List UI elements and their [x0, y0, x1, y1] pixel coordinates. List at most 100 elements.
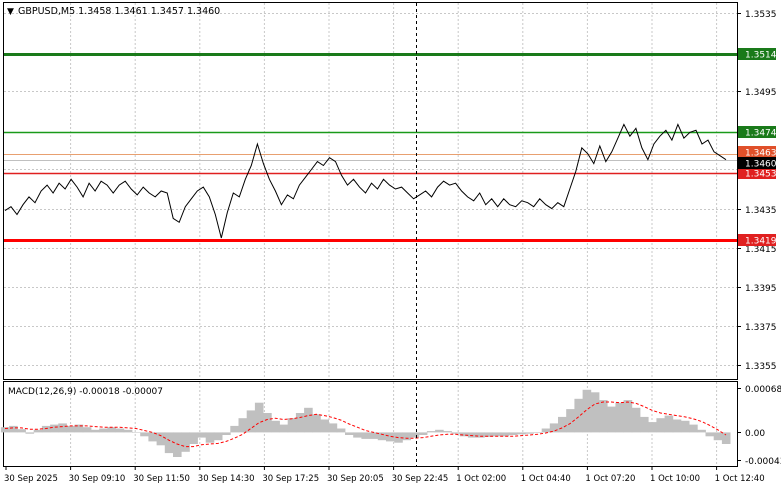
macd-histogram-bar	[459, 432, 469, 437]
macd-histogram-bar	[631, 407, 641, 433]
macd-histogram-bar	[9, 425, 18, 433]
macd-histogram-bar	[238, 418, 248, 433]
macd-histogram-bar	[590, 392, 600, 433]
price-tick-label: 1.3435	[745, 206, 777, 216]
macd-histogram-bar	[476, 432, 485, 438]
level-lines	[4, 53, 737, 242]
macd-histogram-bar	[443, 431, 452, 433]
price-axis: 1.35351.34951.34551.34351.34151.33951.33…	[737, 10, 777, 372]
price-tick-label: 1.3415	[745, 245, 777, 255]
time-tick-label: 30 Sep 09:10	[69, 474, 126, 484]
macd-signal-line	[4, 401, 727, 448]
macd-histogram-bar	[558, 416, 567, 433]
macd-histogram-bar	[721, 432, 731, 444]
macd-histogram-bar	[115, 428, 125, 433]
macd-histogram-bar	[304, 407, 313, 433]
macd-histogram-bar	[517, 432, 526, 435]
macd-histogram-bar	[123, 429, 133, 433]
price-series	[4, 123, 727, 239]
macd-histogram-bar	[82, 427, 92, 433]
macd-histogram-bar	[345, 432, 354, 435]
macd-histogram-bar	[689, 424, 698, 433]
level-price-label: 1.3514	[745, 51, 777, 61]
macd-histogram-bar	[640, 416, 649, 433]
time-tick-label: 1 Oct 07:20	[585, 474, 635, 484]
macd-histogram-bar	[680, 420, 690, 433]
macd-histogram-bar	[607, 406, 616, 433]
macd-histogram-bar	[140, 432, 149, 437]
time-tick-label: 1 Oct 02:00	[456, 474, 506, 484]
macd-histogram-bar	[320, 419, 329, 433]
price-tick-label: 1.3395	[745, 284, 777, 294]
macd-histogram-bar	[541, 428, 551, 433]
time-tick-label: 30 Sep 20:05	[327, 474, 384, 484]
macd-histogram-bar	[132, 432, 141, 433]
symbol-header: GBPUSD,M5 1.3458 1.3461 1.3457 1.3460	[18, 6, 220, 17]
macd-histogram-bar	[410, 432, 420, 438]
time-tick-label: 30 Sep 17:25	[262, 474, 319, 484]
macd-histogram-bar	[435, 429, 444, 433]
macd-histogram-bar	[91, 429, 100, 433]
macd-histogram-bar	[17, 429, 26, 433]
macd-histogram-bar	[181, 432, 190, 452]
macd-tick-label: 0.00	[745, 429, 765, 439]
orange-price-label: 1.3463	[745, 149, 777, 159]
macd-histogram-bar	[213, 432, 223, 441]
time-tick-label: 30 Sep 14:30	[198, 474, 255, 484]
macd-series	[0, 389, 731, 457]
macd-histogram-bar	[713, 432, 723, 441]
price-tick-label: 1.3355	[745, 362, 777, 372]
macd-histogram-bar	[566, 409, 575, 433]
macd-histogram-bar	[156, 432, 166, 446]
level-price-label: 1.3474	[745, 129, 777, 139]
macd-histogram-bar	[500, 432, 510, 437]
macd-histogram-bar	[648, 422, 657, 433]
macd-histogram-bar	[582, 389, 592, 433]
price-line	[4, 123, 727, 239]
level-price-label-bg	[738, 126, 776, 138]
macd-histogram-bar	[369, 432, 379, 439]
macd-histogram-bar	[74, 424, 84, 433]
macd-histogram-bar	[41, 425, 51, 433]
macd-histogram-bar	[173, 432, 182, 457]
level-price-label-bg	[738, 234, 776, 246]
level-price-label-bg	[738, 167, 776, 179]
orange-price-label-bg	[738, 146, 776, 158]
macd-histogram-bar	[0, 427, 10, 433]
macd-histogram-bar	[66, 425, 75, 433]
price-panel-frame	[3, 2, 738, 380]
price-tick-label: 1.3375	[745, 323, 777, 333]
price-tick-label: 1.3535	[745, 10, 777, 20]
macd-histogram-bar	[164, 432, 174, 454]
time-tick-label: 1 Oct 12:40	[715, 474, 765, 484]
macd-histogram-bar	[50, 424, 59, 433]
macd-histogram-bar	[287, 418, 297, 433]
macd-histogram-bar	[33, 429, 43, 433]
macd-histogram-bar	[328, 423, 338, 433]
macd-histogram-bar	[599, 400, 608, 433]
macd-histogram-bar	[549, 423, 559, 433]
macd-histogram-bar	[263, 413, 272, 433]
macd-histogram-bar	[656, 418, 665, 433]
macd-histogram-bar	[295, 413, 305, 433]
macd-histogram-bar	[246, 410, 256, 433]
symbol-dropdown-icon[interactable]: ▼	[7, 7, 14, 17]
level-price-label-bg	[738, 48, 776, 60]
macd-histogram-bar	[672, 419, 682, 433]
macd-histogram-bar	[271, 420, 280, 433]
macd-histogram-bar	[492, 432, 502, 437]
time-tick-label: 1 Oct 04:40	[521, 474, 571, 484]
macd-histogram-bar	[312, 414, 321, 433]
macd-histogram-bar	[467, 432, 477, 438]
level-price-label: 1.3419	[745, 237, 777, 247]
time-tick-label: 30 Sep 22:45	[392, 474, 449, 484]
macd-histogram-bar	[386, 432, 395, 442]
macd-histogram-bar	[197, 432, 207, 438]
macd-histogram-bar	[451, 432, 461, 434]
macd-panel-frame	[3, 381, 738, 467]
macd-histogram-bar	[353, 432, 362, 438]
macd-histogram-bar	[230, 425, 239, 433]
